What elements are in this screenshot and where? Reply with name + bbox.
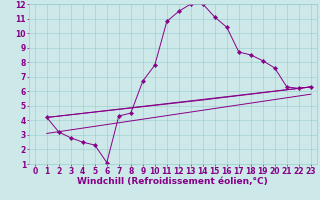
X-axis label: Windchill (Refroidissement éolien,°C): Windchill (Refroidissement éolien,°C) <box>77 177 268 186</box>
